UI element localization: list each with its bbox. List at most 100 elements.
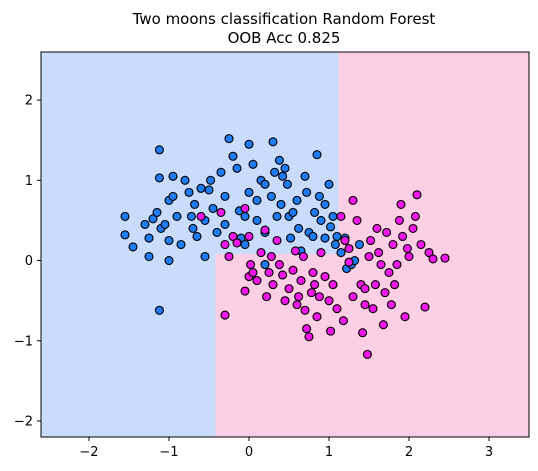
data-point-class-1 [360,284,370,294]
data-point-class-0 [144,233,154,243]
data-point-class-1 [224,251,234,262]
data-point-class-1 [428,254,438,264]
data-point-class-1 [370,280,380,290]
data-point-class-1 [394,215,404,225]
data-point-class-0 [326,222,336,232]
data-point-class-1 [244,231,254,242]
data-point-class-0 [268,137,278,147]
data-point-class-1 [310,280,320,290]
data-point-class-1 [410,211,420,221]
data-point-class-1 [240,286,250,296]
data-point-class-1 [290,246,300,256]
data-point-class-0 [320,199,330,209]
data-point-class-1 [312,312,322,322]
data-point-class-1 [332,304,342,314]
data-point-class-0 [220,219,230,229]
data-point-class-1 [382,227,392,238]
data-point-class-1 [340,235,350,246]
data-point-class-1 [252,276,262,286]
data-point-class-1 [314,292,324,302]
data-point-class-0 [120,211,130,221]
data-point-class-1 [374,247,384,258]
y-tick-label: −2 [14,414,33,429]
data-point-class-1 [378,320,388,330]
data-point-class-0 [204,185,214,195]
data-point-class-0 [276,199,286,209]
data-point-class-0 [232,163,242,173]
decision-region-class-1 [215,254,339,437]
data-point-class-0 [354,239,364,250]
data-point-class-1 [404,251,414,262]
data-point-class-0 [244,139,254,149]
data-point-class-0 [172,211,182,221]
decision-region-class-0 [41,52,216,437]
data-point-class-0 [310,207,320,217]
chart-title: Two moons classification Random Forest [132,10,436,28]
data-point-class-0 [302,187,312,197]
data-point-class-1 [358,328,368,338]
x-tick-label: −1 [159,445,178,460]
data-point-class-1 [392,260,402,270]
data-point-class-0 [308,231,318,242]
data-point-class-1 [384,268,394,278]
data-point-class-0 [164,255,174,266]
data-point-class-1 [308,268,318,278]
data-point-class-1 [304,332,314,342]
data-point-class-0 [160,219,170,229]
data-point-class-1 [416,239,426,250]
data-point-class-1 [408,223,418,234]
data-point-class-1 [228,231,238,242]
data-point-class-1 [362,349,372,359]
data-point-class-1 [398,231,408,242]
data-point-class-1 [296,276,306,286]
data-point-class-0 [244,187,254,197]
data-point-class-1 [344,257,354,267]
chart-subtitle: OOB Acc 0.825 [228,29,341,47]
data-point-class-1 [262,292,272,302]
data-point-class-0 [240,239,250,250]
data-point-class-0 [260,260,270,270]
data-point-class-0 [316,215,326,225]
data-point-class-0 [154,305,164,315]
data-point-class-0 [228,151,238,161]
data-point-class-0 [196,183,206,193]
data-point-class-0 [164,235,174,246]
data-point-class-0 [328,211,338,221]
data-point-class-1 [300,305,310,315]
data-point-class-0 [278,171,288,181]
data-point-class-0 [220,191,230,201]
data-point-class-0 [240,211,250,221]
data-point-class-1 [402,243,412,254]
data-point-class-0 [180,175,190,185]
plot-area: −2 −1 0 1 2 3 −2 −1 0 1 2 [14,51,530,460]
data-point-class-0 [176,239,186,250]
x-tick-label: 1 [325,445,333,460]
data-point-class-1 [368,304,378,314]
data-point-class-0 [144,251,154,262]
data-point-class-1 [268,280,278,290]
data-point-class-0 [332,231,342,242]
data-point-class-0 [188,223,198,234]
data-point-class-1 [388,239,398,250]
data-point-class-1 [424,247,434,258]
data-point-class-0 [190,199,200,209]
data-point-class-1 [380,288,390,298]
data-point-class-0 [272,211,282,221]
data-point-class-1 [278,270,288,280]
data-point-class-0 [192,231,202,242]
data-point-class-0 [152,207,162,217]
data-point-class-1 [400,312,410,322]
y-tick-label: −1 [14,334,33,349]
data-point-class-0 [168,191,178,201]
data-point-class-1 [372,223,382,234]
data-point-class-1 [386,300,396,310]
data-point-class-1 [348,292,358,302]
data-point-class-0 [154,173,164,183]
data-point-class-1 [344,243,354,254]
data-point-class-1 [196,211,206,221]
data-point-class-0 [206,175,216,185]
data-point-class-0 [216,167,226,177]
data-point-class-1 [440,253,450,263]
